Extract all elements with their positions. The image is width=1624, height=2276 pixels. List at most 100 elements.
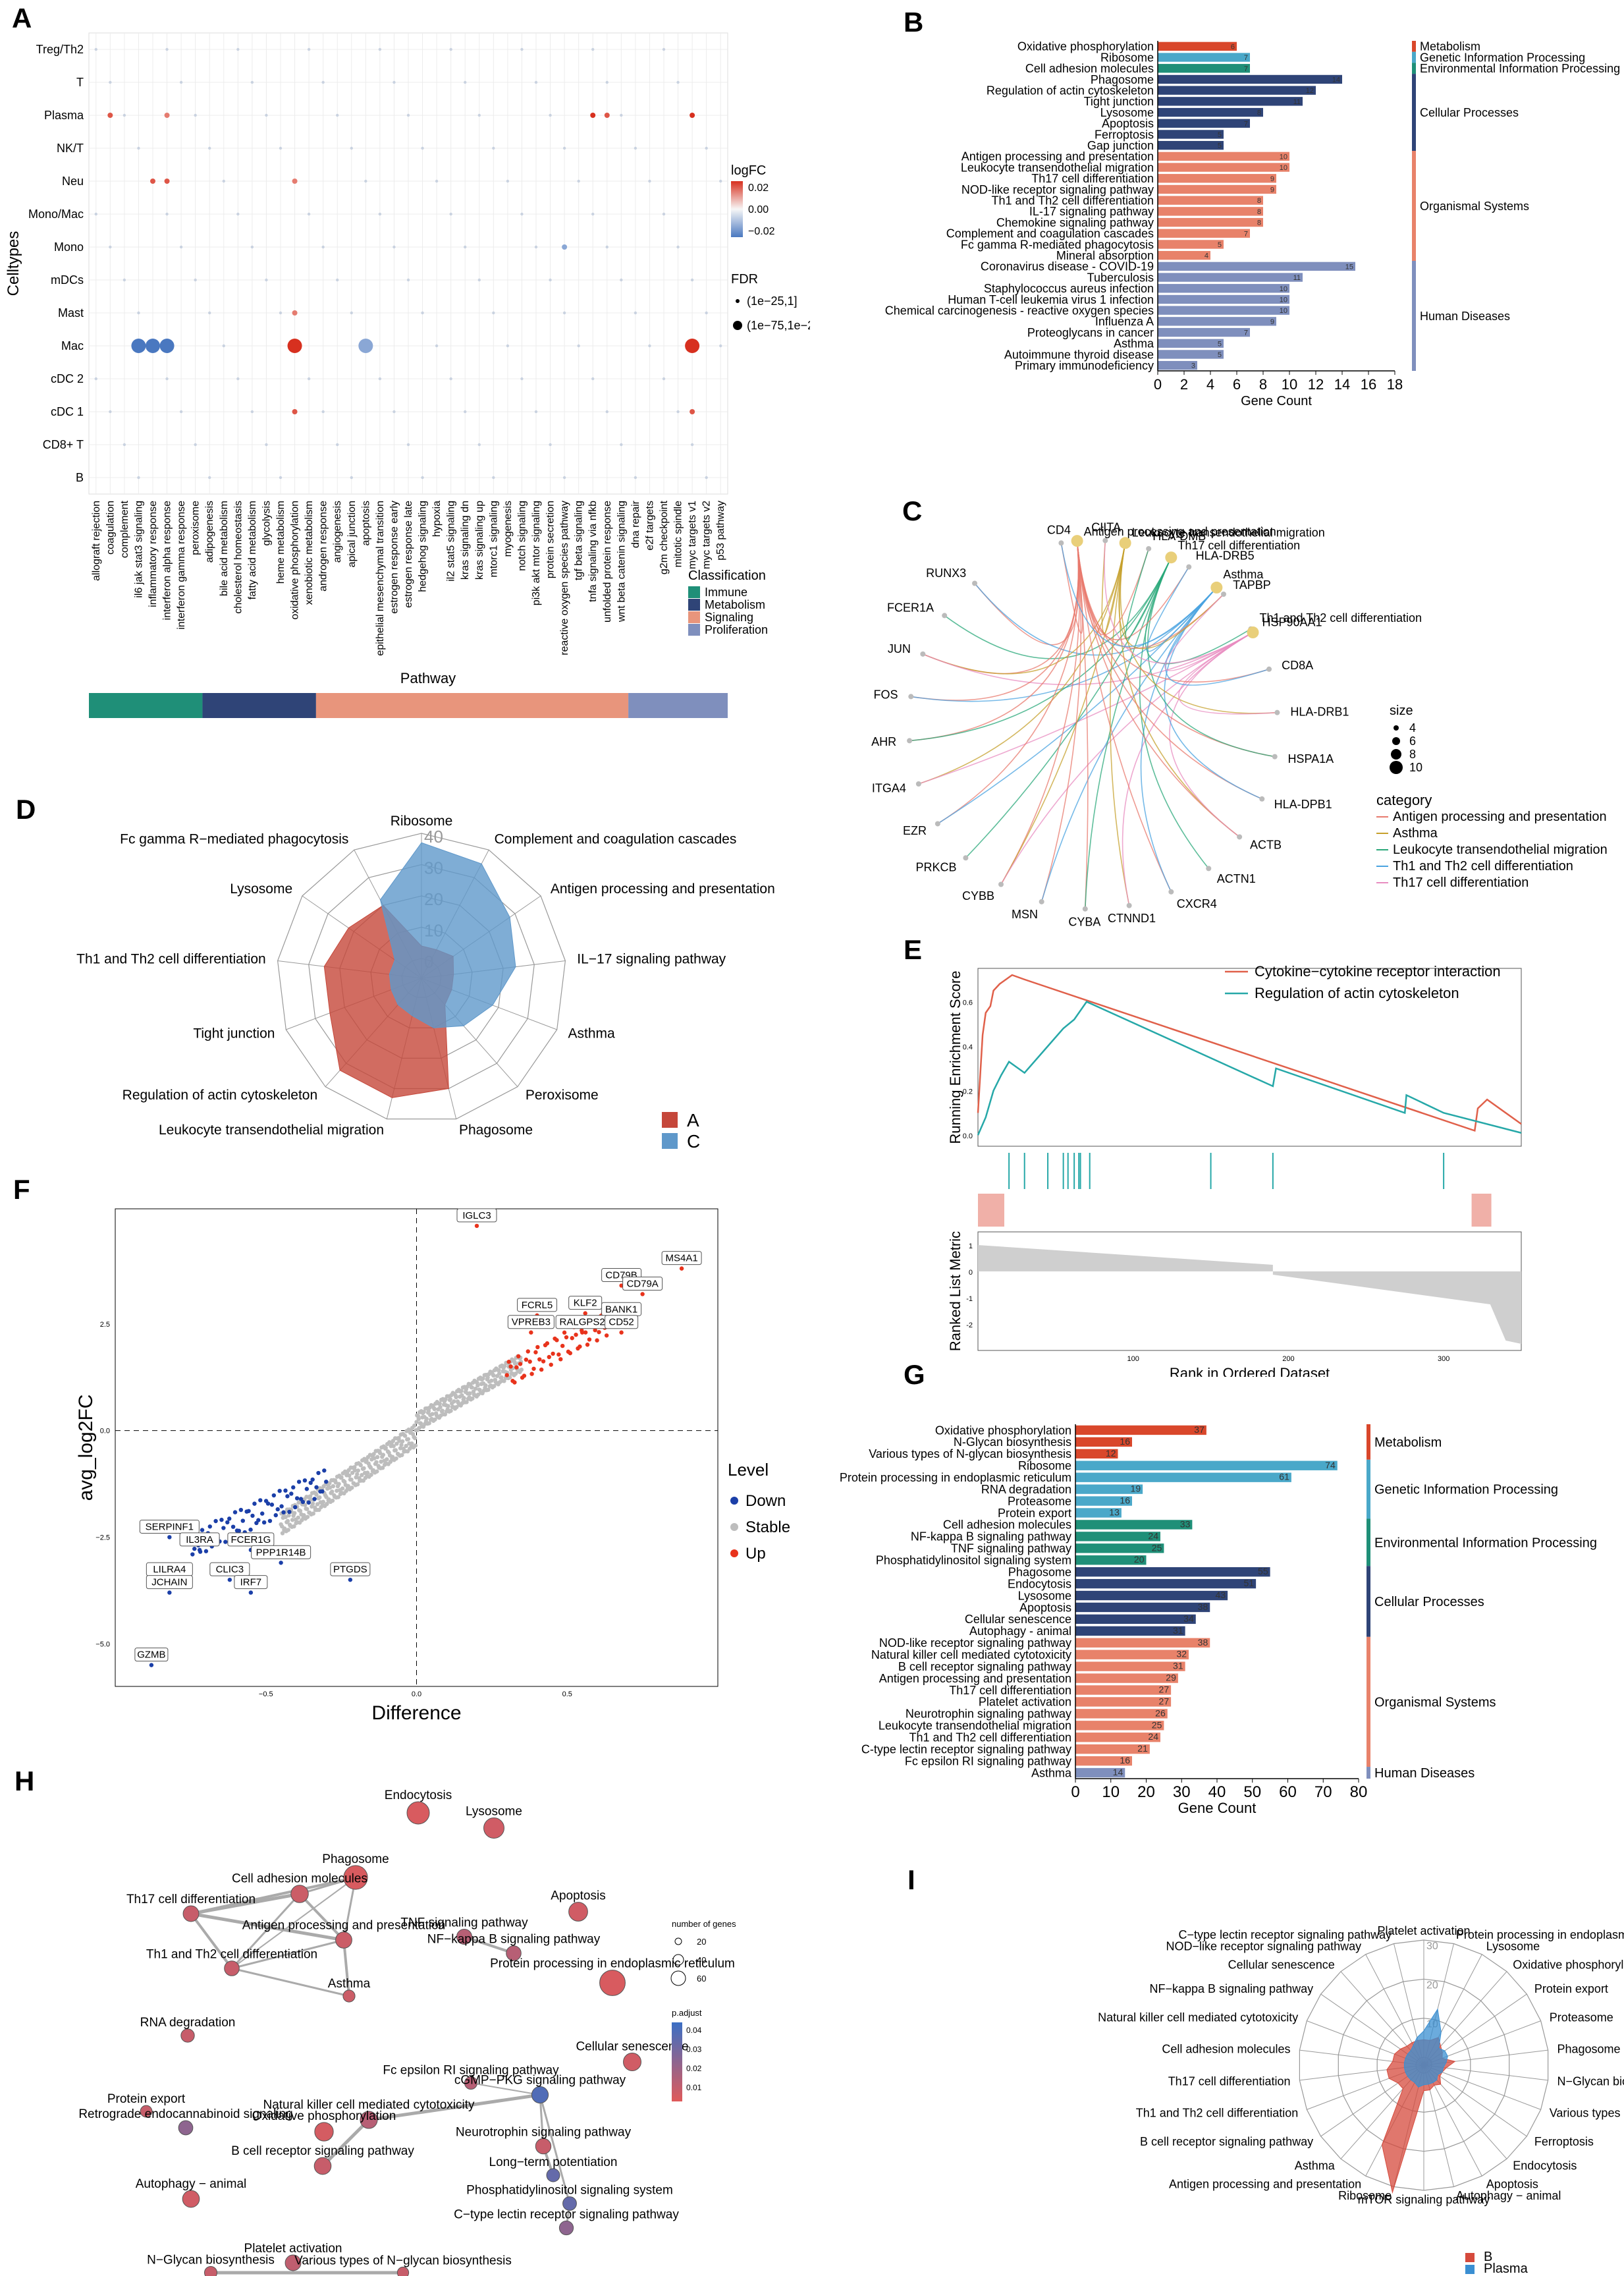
bar-value-label: 26 — [1155, 1707, 1166, 1718]
f-point-stable — [330, 1498, 335, 1503]
f-point-down — [285, 1494, 290, 1499]
radar-axis-label: Phagosome — [459, 1123, 533, 1138]
bar — [1158, 317, 1276, 326]
f-point-down — [250, 1513, 255, 1518]
f-point-stable — [437, 1401, 442, 1406]
h-node — [506, 1945, 522, 1961]
radar-axis-label: Natural killer cell mediated cytotoxicit… — [1098, 2011, 1298, 2024]
f-point-stable — [513, 1361, 518, 1366]
f-point-labeled — [583, 1311, 587, 1316]
bar — [1075, 1425, 1206, 1435]
a-dot-faint — [662, 212, 666, 216]
f-point-stable — [459, 1389, 464, 1393]
a-pathway-label: androgen response — [318, 501, 329, 592]
h-node-label: Fc epsilon RI signaling pathway — [383, 2063, 559, 2077]
bar — [1075, 1721, 1164, 1731]
f-legend-dot — [730, 1497, 738, 1505]
f-point-stable — [486, 1387, 491, 1392]
a-dot-faint — [350, 476, 353, 480]
a-celltype-label: cDC 1 — [51, 405, 84, 418]
category-label: Phosphatidylinositol signaling system — [876, 1554, 1071, 1567]
a-legend-class-item: Immune — [705, 586, 747, 599]
f-label-box — [134, 1648, 169, 1662]
a-dot — [164, 179, 170, 184]
f-point-down — [275, 1507, 280, 1512]
category-label: Antigen processing and presentation — [879, 1672, 1071, 1685]
f-point-stable — [508, 1375, 512, 1380]
c-legend-size-title: size — [1390, 704, 1413, 718]
h-node-label: Th17 cell differentiation — [126, 1893, 256, 1906]
f-legend-item: Stable — [745, 1518, 790, 1536]
h-node — [599, 1970, 626, 1996]
f-point-stable — [391, 1444, 396, 1449]
c-chord — [1147, 567, 1217, 652]
group-strip — [1412, 51, 1416, 63]
category-label: Mineral absorption — [1056, 249, 1154, 262]
h-edge — [190, 1912, 233, 1970]
bar — [1075, 1496, 1132, 1506]
x-tick-label: 16 — [1361, 376, 1376, 393]
c-gene-label: HLA-DPB1 — [1274, 798, 1332, 811]
category-label: Th17 cell differentiation — [1031, 172, 1154, 185]
h-legend-padj-tick: 0.01 — [686, 2083, 702, 2092]
h-node-label: Cell adhesion molecules — [232, 1872, 367, 1886]
h-node — [360, 2111, 378, 2129]
bar-value-label: 6 — [1231, 43, 1235, 51]
category-label: Cellular senescence — [965, 1613, 1071, 1626]
bar — [1075, 1767, 1125, 1778]
category-label: Apoptosis — [1102, 117, 1154, 130]
e-ytick-top: 0.2 — [963, 1088, 973, 1096]
c-legend-category-item: Antigen processing and presentation — [1393, 810, 1607, 824]
a-pathway-label: epithelial mesenchymal transition — [375, 501, 386, 656]
c-gene-label: TAPBP — [1233, 578, 1271, 592]
h-node — [558, 2220, 574, 2236]
a-dot-faint — [477, 113, 481, 117]
radar-series-Plasma — [1403, 2008, 1448, 2088]
radar-axis-label: IL−17 signaling pathway — [577, 951, 726, 966]
f-legend-title: Level — [728, 1460, 769, 1480]
f-point-up — [506, 1360, 511, 1364]
h-node-label: B cell receptor signaling pathway — [231, 2144, 414, 2158]
a-pathway-label: kras signaling up — [474, 501, 485, 580]
category-label: Coronavirus disease - COVID-19 — [981, 260, 1154, 273]
category-label: Asthma — [1031, 1766, 1072, 1779]
f-point-stable — [485, 1375, 490, 1380]
f-point-stable — [448, 1397, 452, 1402]
c-pathway-label: Leukocyte transendothelial migration — [1132, 526, 1325, 539]
radar-axis-label: mTOR signaling pathway — [1358, 2193, 1490, 2206]
x-tick-label: 60 — [1279, 1783, 1297, 1801]
a-dot-faint — [208, 146, 211, 150]
bar-value-label: 25 — [1152, 1719, 1162, 1730]
a-pathway-label: glycolysis — [261, 501, 272, 545]
radar-axis-label: Various types of N−glycan biosynthesis — [1550, 2106, 1624, 2119]
a-dot-faint — [620, 443, 623, 447]
f-legend-item: Down — [745, 1492, 786, 1510]
h-legend-genes-value: 20 — [697, 1937, 706, 1947]
h-legend-padj-tick: 0.02 — [686, 2064, 702, 2073]
bar — [1075, 1733, 1160, 1742]
group-strip — [1412, 41, 1416, 52]
f-point-stable — [473, 1386, 478, 1391]
bar-value-label: 27 — [1159, 1696, 1170, 1706]
f-label-text: IRF7 — [240, 1577, 262, 1588]
a-legend-logfc-tick: 0.00 — [748, 204, 769, 215]
f-point-stable — [427, 1421, 431, 1426]
a-legend-fdr-big — [733, 321, 742, 330]
f-label-text: LILRA4 — [153, 1564, 186, 1575]
bar-value-label: 37 — [1194, 1424, 1204, 1435]
a-celltype-label: Neu — [62, 175, 84, 188]
bar — [1158, 140, 1224, 150]
category-label: Protein processing in endoplasmic reticu… — [840, 1471, 1071, 1484]
x-tick-label: 4 — [1206, 376, 1214, 393]
f-point-down — [271, 1493, 277, 1498]
f-label-box — [622, 1276, 663, 1291]
f-point-stable — [424, 1416, 429, 1421]
h-node-label: Th1 and Th2 cell differentiation — [146, 1948, 317, 1962]
h-node — [456, 1929, 472, 1945]
a-legend-fdr-item: (1e−25,1] — [747, 294, 798, 308]
f-point-down — [312, 1497, 317, 1501]
c-gene-node — [1126, 902, 1132, 908]
a-dot-faint — [435, 344, 439, 348]
a-dot-faint — [492, 476, 495, 480]
bar-value-label: 29 — [1166, 1673, 1176, 1683]
